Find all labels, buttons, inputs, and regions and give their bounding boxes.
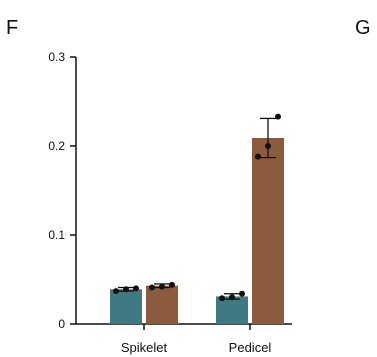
data-point bbox=[133, 285, 139, 292]
data-point bbox=[219, 295, 225, 302]
panel-letter-g: G bbox=[355, 17, 371, 39]
bars bbox=[110, 113, 284, 324]
bar bbox=[146, 285, 178, 324]
panel-letter-f: F bbox=[6, 17, 18, 39]
data-point bbox=[229, 294, 235, 301]
data-point bbox=[113, 288, 119, 295]
x-category-label: Spikelet bbox=[121, 340, 168, 355]
data-point bbox=[169, 281, 175, 288]
bar bbox=[110, 289, 142, 324]
y-ticks: 0 0.1 0.2 0.3 bbox=[48, 50, 76, 331]
x-category-label: Pedicel bbox=[229, 340, 272, 355]
data-point bbox=[123, 286, 129, 293]
data-point bbox=[159, 283, 165, 290]
data-point bbox=[255, 153, 261, 160]
y-tick-label: 0 bbox=[58, 317, 65, 331]
y-tick-label: 0.3 bbox=[48, 50, 65, 64]
data-point bbox=[275, 113, 281, 120]
bar bbox=[252, 137, 284, 324]
y-tick-label: 0.2 bbox=[48, 139, 65, 153]
data-point bbox=[239, 290, 245, 297]
x-categories: Spikelet Pedicel bbox=[121, 324, 272, 355]
data-point bbox=[149, 284, 155, 291]
y-tick-label: 0.1 bbox=[48, 228, 65, 242]
data-point bbox=[265, 143, 271, 149]
